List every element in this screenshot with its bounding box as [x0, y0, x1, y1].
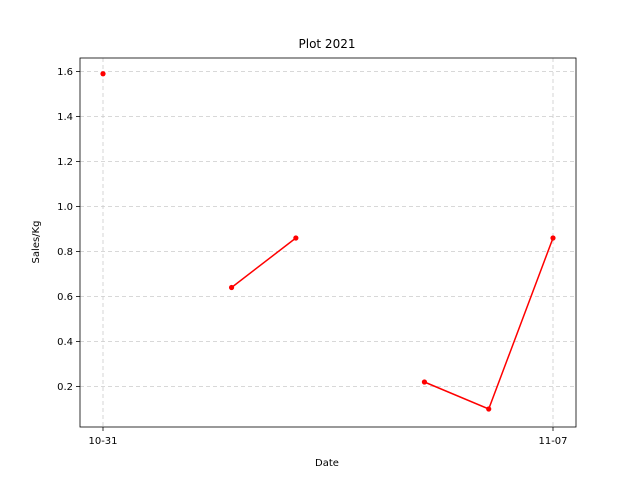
series-layer	[100, 71, 556, 412]
y-tick-label: 1.4	[57, 112, 73, 123]
y-tick-label: 0.4	[57, 337, 73, 348]
series-line	[424, 237, 554, 410]
y-axis: 0.2 0.4 0.6 0.8 1.0 1.2 1.4 1.6	[57, 67, 80, 393]
data-point	[293, 235, 299, 241]
y-tick-label: 0.2	[57, 382, 73, 393]
plot-frame	[79, 57, 577, 428]
x-axis: 10-31 11-07	[88, 427, 568, 447]
x-tick-label: 10-31	[88, 436, 117, 447]
grid	[80, 58, 576, 427]
y-axis-label: Sales/Kg	[31, 221, 42, 264]
y-tick-label: 1.0	[57, 202, 73, 213]
x-tick-label: 11-07	[538, 436, 567, 447]
data-point	[100, 71, 106, 77]
data-point	[486, 406, 492, 412]
chart-title: Plot 2021	[299, 37, 356, 51]
series-line	[231, 237, 297, 289]
data-point	[421, 379, 428, 385]
y-tick-label: 0.6	[57, 292, 73, 303]
y-tick-label: 1.2	[57, 157, 73, 168]
y-tick-label: 0.8	[57, 247, 73, 258]
x-axis-label: Date	[315, 458, 339, 469]
y-tick-label: 1.6	[57, 67, 73, 78]
data-point	[550, 235, 556, 241]
data-point	[228, 284, 235, 291]
